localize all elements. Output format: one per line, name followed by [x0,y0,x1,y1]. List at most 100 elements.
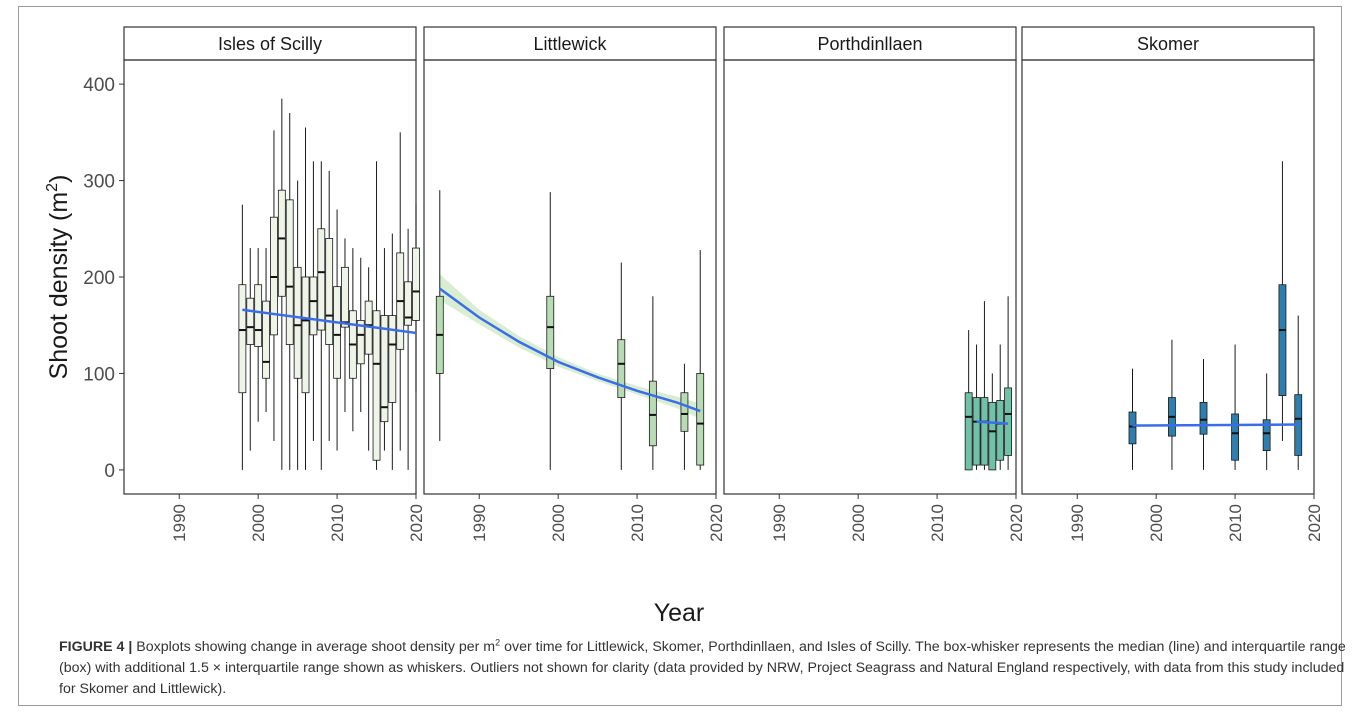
box-2019 [1004,296,1013,470]
box-iqr [1199,401,1208,435]
x-tick-label: 2010 [1226,504,1245,542]
box-2005 [293,180,302,470]
y-tick-label: 0 [104,461,115,482]
panel-strip [123,26,417,61]
panel-border [1021,59,1315,495]
box-2019 [404,228,413,470]
x-tick-label: 1990 [1068,504,1087,542]
caption-superscript: 2 [495,637,501,648]
box-2017 [388,233,397,470]
box-iqr [1262,419,1271,451]
panel-strip-label: Porthdinllaen [817,34,922,54]
box-2009 [325,170,334,441]
box-2018 [996,344,1005,470]
box-2011 [341,238,349,413]
x-tick-label: 1990 [470,504,489,542]
box-iqr [617,339,626,398]
panel-strip [723,26,1017,61]
panel-skomer: Skomer 1990 2000 2010 2020 [1021,26,1324,542]
box-1999 [246,248,255,451]
box-iqr [388,315,397,403]
box-iqr [412,247,420,321]
box-iqr [980,397,989,466]
trend-line [439,287,701,413]
box-iqr [696,373,705,466]
box-2014 [1262,373,1271,470]
box-iqr [380,315,389,423]
box-2015 [972,344,981,470]
box-2003 [277,98,286,470]
box-iqr [648,380,657,447]
figure-caption: FIGURE 4 | Boxplots showing change in av… [59,637,1349,700]
box-iqr [285,199,294,345]
box-2010 [1231,344,1239,470]
x-tick-label: 2000 [549,504,568,542]
box-2001 [262,248,270,413]
y-tick-label: 100 [83,364,115,385]
box-2010 [333,209,341,451]
panel-border [123,59,417,495]
x-tick-label: 2000 [1147,504,1166,542]
box-iqr [333,286,341,379]
caption-text-part2: over time for Littlewick, Skomer, Porthd… [59,639,1346,697]
box-1985 [435,190,444,441]
box-iqr [301,276,310,394]
box-2002 [270,130,278,441]
box-2018 [396,132,405,451]
y-tick-label: 300 [83,172,115,193]
caption-label: FIGURE 4 | [59,639,133,655]
box-2012 [648,296,657,470]
x-tick-label: 2000 [849,504,868,542]
box-iqr [988,401,997,471]
box-2014 [364,267,373,451]
box-iqr [341,266,349,328]
trend-line [242,308,417,335]
box-iqr [1278,284,1287,397]
x-tick-label: 2000 [249,504,268,542]
panel-porthdinllaen: Porthdinllaen 1990 2000 2010 2020 [723,26,1026,542]
box-iqr [372,310,381,461]
x-tick-label: 2010 [928,504,947,542]
x-tick-label: 2020 [407,504,426,542]
y-tick-label: 200 [83,268,115,289]
box-2002 [1168,339,1176,470]
box-iqr [1231,413,1239,461]
panel-border [723,59,1017,495]
box-iqr [996,400,1005,461]
box-iqr [293,266,302,379]
box-iqr [356,319,365,365]
box-iqr [246,297,255,345]
box-2015 [372,161,381,470]
box-2000 [254,248,263,422]
y-axis-title: Shoot density (m2) [44,175,73,380]
box-2017 [988,373,997,471]
x-tick-label: 2010 [628,504,647,542]
box-2018 [696,249,705,470]
trend-line [1132,423,1299,427]
box-2013 [356,257,365,413]
y-tick-label: 400 [83,75,115,96]
faceted-boxplot-chart: 0 100 200 300 400 Shoot density (m2) Year Isles… [44,26,1324,627]
x-tick-label: 2020 [1305,504,1324,542]
box-2016 [980,301,989,470]
box-iqr [404,281,413,326]
box-1997 [1128,368,1137,470]
box-iqr [254,284,263,347]
box-iqr [238,284,247,394]
panel-strip-label: Skomer [1137,34,1199,54]
box-2020 [412,204,420,393]
panel-border [423,59,717,495]
trend-confidence-ribbon [439,274,701,419]
box-2004 [285,113,294,470]
box-1998 [238,204,247,470]
x-tick-label: 2020 [707,504,726,542]
box-iqr [1004,387,1013,456]
x-tick-label: 2010 [328,504,347,542]
box-2018 [1294,315,1303,470]
x-tick-label: 1990 [770,504,789,542]
panel-littlewick: Littlewick 1990 2000 2010 2020 [423,26,726,542]
box-2014 [964,330,973,471]
panel-isles-of-scilly: Isles of Scilly 1990 2000 2010 2020 [123,26,426,542]
box-2007 [309,161,318,441]
box-2008 [317,161,326,470]
